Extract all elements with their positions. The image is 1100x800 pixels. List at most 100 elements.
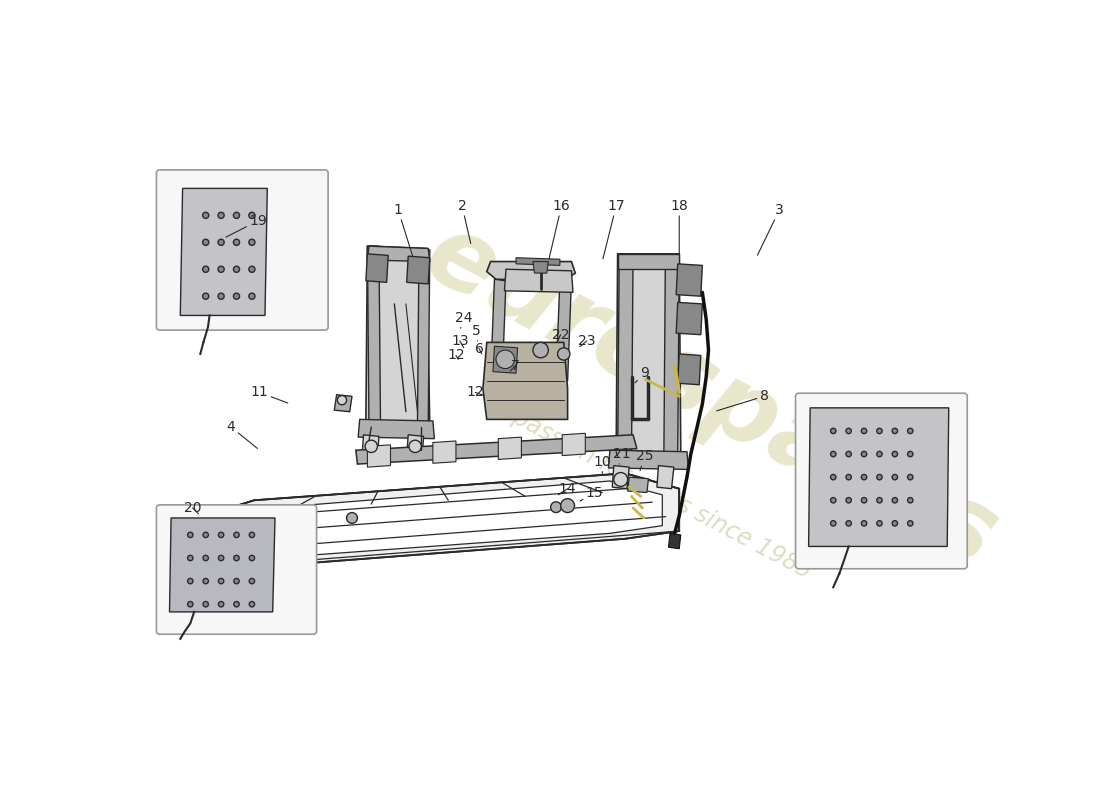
Circle shape — [892, 498, 898, 503]
Circle shape — [234, 602, 239, 607]
Circle shape — [908, 428, 913, 434]
Circle shape — [204, 602, 208, 607]
Text: 25: 25 — [636, 450, 653, 470]
Circle shape — [861, 451, 867, 457]
Text: 10: 10 — [593, 454, 612, 474]
Circle shape — [204, 578, 208, 584]
Text: 2: 2 — [458, 199, 471, 243]
Circle shape — [188, 532, 192, 538]
Text: 16: 16 — [549, 199, 570, 259]
Polygon shape — [486, 262, 575, 281]
Circle shape — [250, 578, 254, 584]
Circle shape — [908, 474, 913, 480]
Circle shape — [204, 532, 208, 538]
Polygon shape — [366, 246, 430, 429]
Text: 7: 7 — [510, 358, 519, 373]
Circle shape — [219, 578, 223, 584]
Polygon shape — [418, 249, 430, 427]
Circle shape — [846, 451, 851, 457]
Polygon shape — [618, 255, 634, 458]
Polygon shape — [356, 435, 637, 464]
Text: 12: 12 — [447, 349, 465, 362]
Text: 17: 17 — [603, 199, 625, 259]
Polygon shape — [657, 466, 674, 489]
Polygon shape — [613, 466, 629, 489]
Polygon shape — [234, 481, 662, 558]
Polygon shape — [678, 354, 701, 385]
Text: a passion for parts since 1985: a passion for parts since 1985 — [490, 394, 815, 583]
Circle shape — [202, 293, 209, 299]
Text: 12: 12 — [466, 386, 484, 399]
Circle shape — [188, 602, 192, 607]
Circle shape — [250, 602, 254, 607]
Circle shape — [892, 474, 898, 480]
Text: 3: 3 — [758, 203, 783, 255]
Text: 5: 5 — [472, 324, 481, 341]
Circle shape — [892, 428, 898, 434]
Circle shape — [830, 498, 836, 503]
Text: eurospares: eurospares — [408, 205, 1012, 588]
Circle shape — [877, 498, 882, 503]
Polygon shape — [433, 441, 455, 463]
Text: 23: 23 — [579, 334, 595, 348]
Circle shape — [234, 555, 239, 561]
Circle shape — [908, 451, 913, 457]
Polygon shape — [483, 342, 568, 419]
Text: 20: 20 — [184, 501, 201, 515]
Circle shape — [218, 266, 224, 272]
Circle shape — [233, 293, 240, 299]
Circle shape — [877, 428, 882, 434]
Circle shape — [830, 521, 836, 526]
Circle shape — [204, 555, 208, 561]
Polygon shape — [491, 279, 506, 381]
Polygon shape — [366, 254, 388, 282]
Polygon shape — [664, 255, 680, 458]
Circle shape — [908, 521, 913, 526]
Circle shape — [249, 266, 255, 272]
FancyBboxPatch shape — [156, 505, 317, 634]
Circle shape — [846, 498, 851, 503]
FancyBboxPatch shape — [156, 170, 328, 330]
Circle shape — [861, 474, 867, 480]
Text: 9: 9 — [635, 366, 649, 382]
FancyBboxPatch shape — [795, 394, 967, 569]
Polygon shape — [669, 534, 681, 549]
Circle shape — [219, 555, 223, 561]
Circle shape — [219, 602, 223, 607]
Circle shape — [250, 532, 254, 538]
Polygon shape — [534, 262, 548, 273]
Circle shape — [877, 451, 882, 457]
Circle shape — [861, 428, 867, 434]
Circle shape — [861, 498, 867, 503]
Circle shape — [234, 532, 239, 538]
Text: 6: 6 — [474, 342, 484, 355]
Circle shape — [830, 428, 836, 434]
Circle shape — [846, 428, 851, 434]
Polygon shape — [628, 477, 649, 493]
Polygon shape — [608, 450, 689, 470]
Circle shape — [892, 521, 898, 526]
Polygon shape — [618, 254, 680, 270]
Circle shape — [249, 518, 260, 529]
Circle shape — [496, 350, 515, 369]
Circle shape — [846, 474, 851, 480]
Polygon shape — [676, 264, 703, 296]
Circle shape — [558, 348, 570, 360]
Circle shape — [234, 578, 239, 584]
Circle shape — [561, 498, 574, 513]
Circle shape — [249, 293, 255, 299]
Text: 19: 19 — [226, 214, 267, 237]
Circle shape — [188, 578, 192, 584]
Circle shape — [202, 266, 209, 272]
Circle shape — [551, 502, 561, 513]
Circle shape — [846, 521, 851, 526]
Circle shape — [877, 474, 882, 480]
Text: 15: 15 — [580, 486, 604, 501]
Circle shape — [202, 239, 209, 246]
Polygon shape — [505, 270, 573, 292]
Polygon shape — [407, 435, 424, 458]
Circle shape — [219, 532, 223, 538]
Circle shape — [365, 440, 377, 453]
Circle shape — [250, 555, 254, 561]
Polygon shape — [808, 408, 948, 546]
